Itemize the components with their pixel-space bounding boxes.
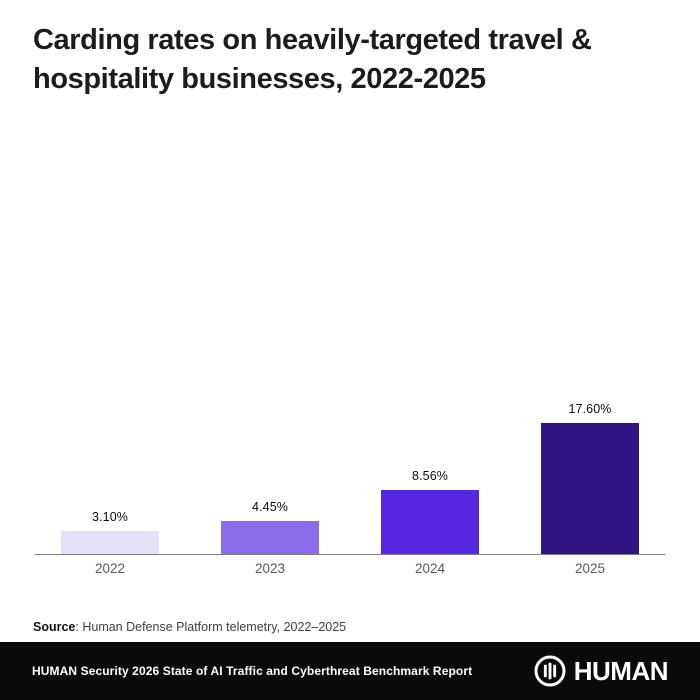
x-axis-tick-label: 2023 (254, 561, 286, 576)
bar-value-label: 4.45% (252, 500, 288, 514)
source-text: : Human Defense Platform telemetry, 2022… (75, 620, 347, 634)
x-axis-line (35, 554, 665, 555)
x-axis-tick-label: 2024 (414, 561, 446, 576)
human-logo-icon (534, 655, 566, 687)
bar-value-label: 8.56% (412, 469, 448, 483)
source-label: Source (33, 620, 76, 634)
footer-report-title: HUMAN Security 2026 State of AI Traffic … (32, 664, 473, 678)
bar-value-label: 17.60% (568, 402, 612, 416)
x-axis-tick-label: 2025 (574, 561, 606, 576)
bar-2025 (541, 423, 639, 554)
bar-value-label: 3.10% (92, 510, 128, 524)
source-note: Source: Human Defense Platform telemetry… (33, 620, 346, 634)
human-logo-text: HUMAN (573, 655, 669, 686)
x-axis-tick-label: 2022 (94, 561, 126, 576)
bar-2024 (381, 490, 479, 554)
bar-2023 (221, 521, 319, 554)
human-logo: HUMAN (533, 654, 669, 688)
footer-bar: HUMAN Security 2026 State of AI Traffic … (0, 642, 700, 700)
bar-2022 (61, 531, 159, 554)
chart-title: Carding rates on heavily-targeted travel… (33, 24, 592, 95)
